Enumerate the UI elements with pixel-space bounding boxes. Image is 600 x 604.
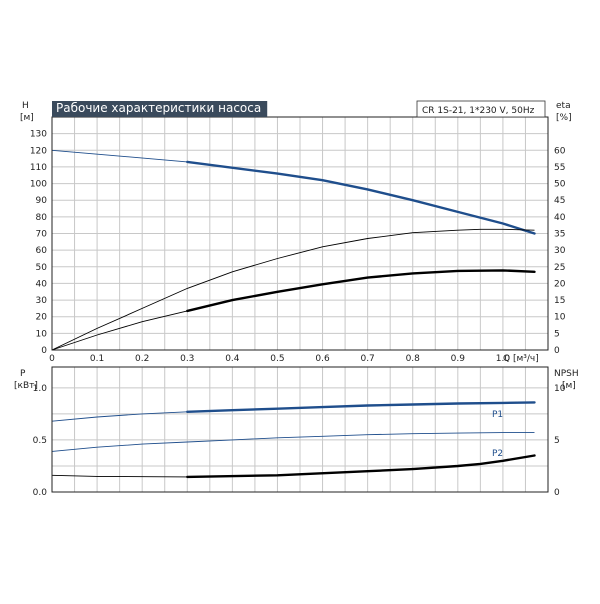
y-left-tick-label: 30	[36, 296, 48, 306]
y-left-tick-label: 70	[36, 230, 48, 240]
y-right-tick-label: 45	[554, 196, 565, 206]
y-right-tick-label: 5	[554, 329, 560, 339]
model-box	[416, 100, 546, 118]
y-right-label-symbol: eta	[556, 101, 571, 111]
top-series-0-operating-range	[186, 160, 536, 235]
y-left-tick-label: 0	[41, 346, 47, 356]
y2-left-label-symbol: P	[20, 369, 26, 379]
y2-left-tick-label: 0.5	[33, 436, 47, 446]
top-series-2-operating-range	[186, 269, 536, 313]
y-right-tick-label: 50	[554, 180, 566, 190]
x-tick-label: 0.9	[451, 354, 466, 364]
top-series-2-line	[51, 269, 535, 351]
bottom-series-0-operating-range	[186, 401, 536, 413]
y-right-label-unit: [%]	[556, 113, 572, 123]
y-right-tick-label: 10	[554, 313, 566, 323]
title-box	[52, 101, 268, 117]
x-tick-label: 0.1	[90, 354, 104, 364]
y-left-tick-label: 80	[36, 213, 48, 223]
y-right-tick-label: 25	[554, 263, 565, 273]
y-right-tick-label: 40	[554, 213, 566, 223]
x-tick-label: 0.8	[406, 354, 421, 364]
top-series-1-line	[51, 228, 535, 351]
x-tick-label: 0.4	[225, 354, 240, 364]
series-label-p1: P1	[492, 410, 503, 420]
tick-labels: 0 0.1 0.2 0.3 0.4 0.5 0.6 0.7 0.8 0.9 1.0 0 10 20 30 40…	[30, 130, 566, 498]
chart-title: Рабочие характеристики насоса	[56, 101, 261, 115]
top-series-group	[51, 149, 536, 351]
bottom-series-2-operating-range	[186, 454, 536, 479]
y-left-label-unit: [м]	[20, 113, 34, 123]
x-tick-label: 1.0	[496, 354, 511, 364]
x-tick-label: 0.5	[270, 354, 284, 364]
y2-left-tick-label: 0.0	[33, 488, 48, 498]
bottom-plot-frame	[51, 366, 549, 493]
y-right-tick-label: 60	[554, 146, 566, 156]
y-left-tick-label: 60	[36, 246, 48, 256]
y-right-tick-label: 15	[554, 296, 565, 306]
y-left-tick-label: 50	[36, 263, 48, 273]
y-right-tick-label: 20	[554, 279, 566, 289]
top-plot-frame	[51, 116, 549, 351]
y-right-tick-label: 55	[554, 163, 565, 173]
y-right-tick-label: 30	[554, 246, 566, 256]
top-grid	[52, 117, 548, 350]
x-tick-label: 0	[49, 354, 55, 364]
bottom-series-0-line	[51, 401, 535, 422]
y2-right-tick-label: 0	[554, 488, 560, 498]
y-left-tick-label: 100	[30, 180, 47, 190]
model-label: CR 1S-21, 1*230 V, 50Hz	[422, 106, 535, 116]
y-left-tick-label: 20	[36, 313, 48, 323]
y2-left-label-unit: [кВт]	[14, 381, 38, 391]
y-left-tick-label: 120	[30, 146, 47, 156]
y2-right-label-unit: [м]	[562, 381, 576, 391]
y2-right-label-symbol: NPSH	[554, 369, 579, 379]
series-label-p2: P2	[492, 449, 503, 459]
x-axis-label: Q [м³/ч]	[503, 354, 539, 364]
y-left-tick-label: 90	[36, 196, 48, 206]
y2-right-tick-label: 5	[554, 436, 560, 446]
y-left-tick-label: 40	[36, 279, 48, 289]
y-left-tick-label: 10	[36, 329, 48, 339]
x-tick-label: 0.3	[180, 354, 194, 364]
top-series-0-line	[51, 149, 535, 234]
y-left-tick-label: 130	[30, 130, 47, 140]
y2-right-tick-label: 10	[554, 384, 566, 394]
x-tick-label: 0.7	[360, 354, 374, 364]
y-right-tick-label: 35	[554, 230, 565, 240]
x-tick-label: 0.6	[315, 354, 330, 364]
bottom-series-1-line	[51, 432, 535, 452]
bottom-series-group	[51, 401, 536, 479]
y2-left-tick-label: 1.0	[33, 384, 48, 394]
y-left-label-symbol: H	[22, 101, 29, 111]
x-tick-label: 0.2	[135, 354, 149, 364]
y-left-tick-label: 110	[30, 163, 47, 173]
y-right-tick-label: 0	[554, 346, 560, 356]
